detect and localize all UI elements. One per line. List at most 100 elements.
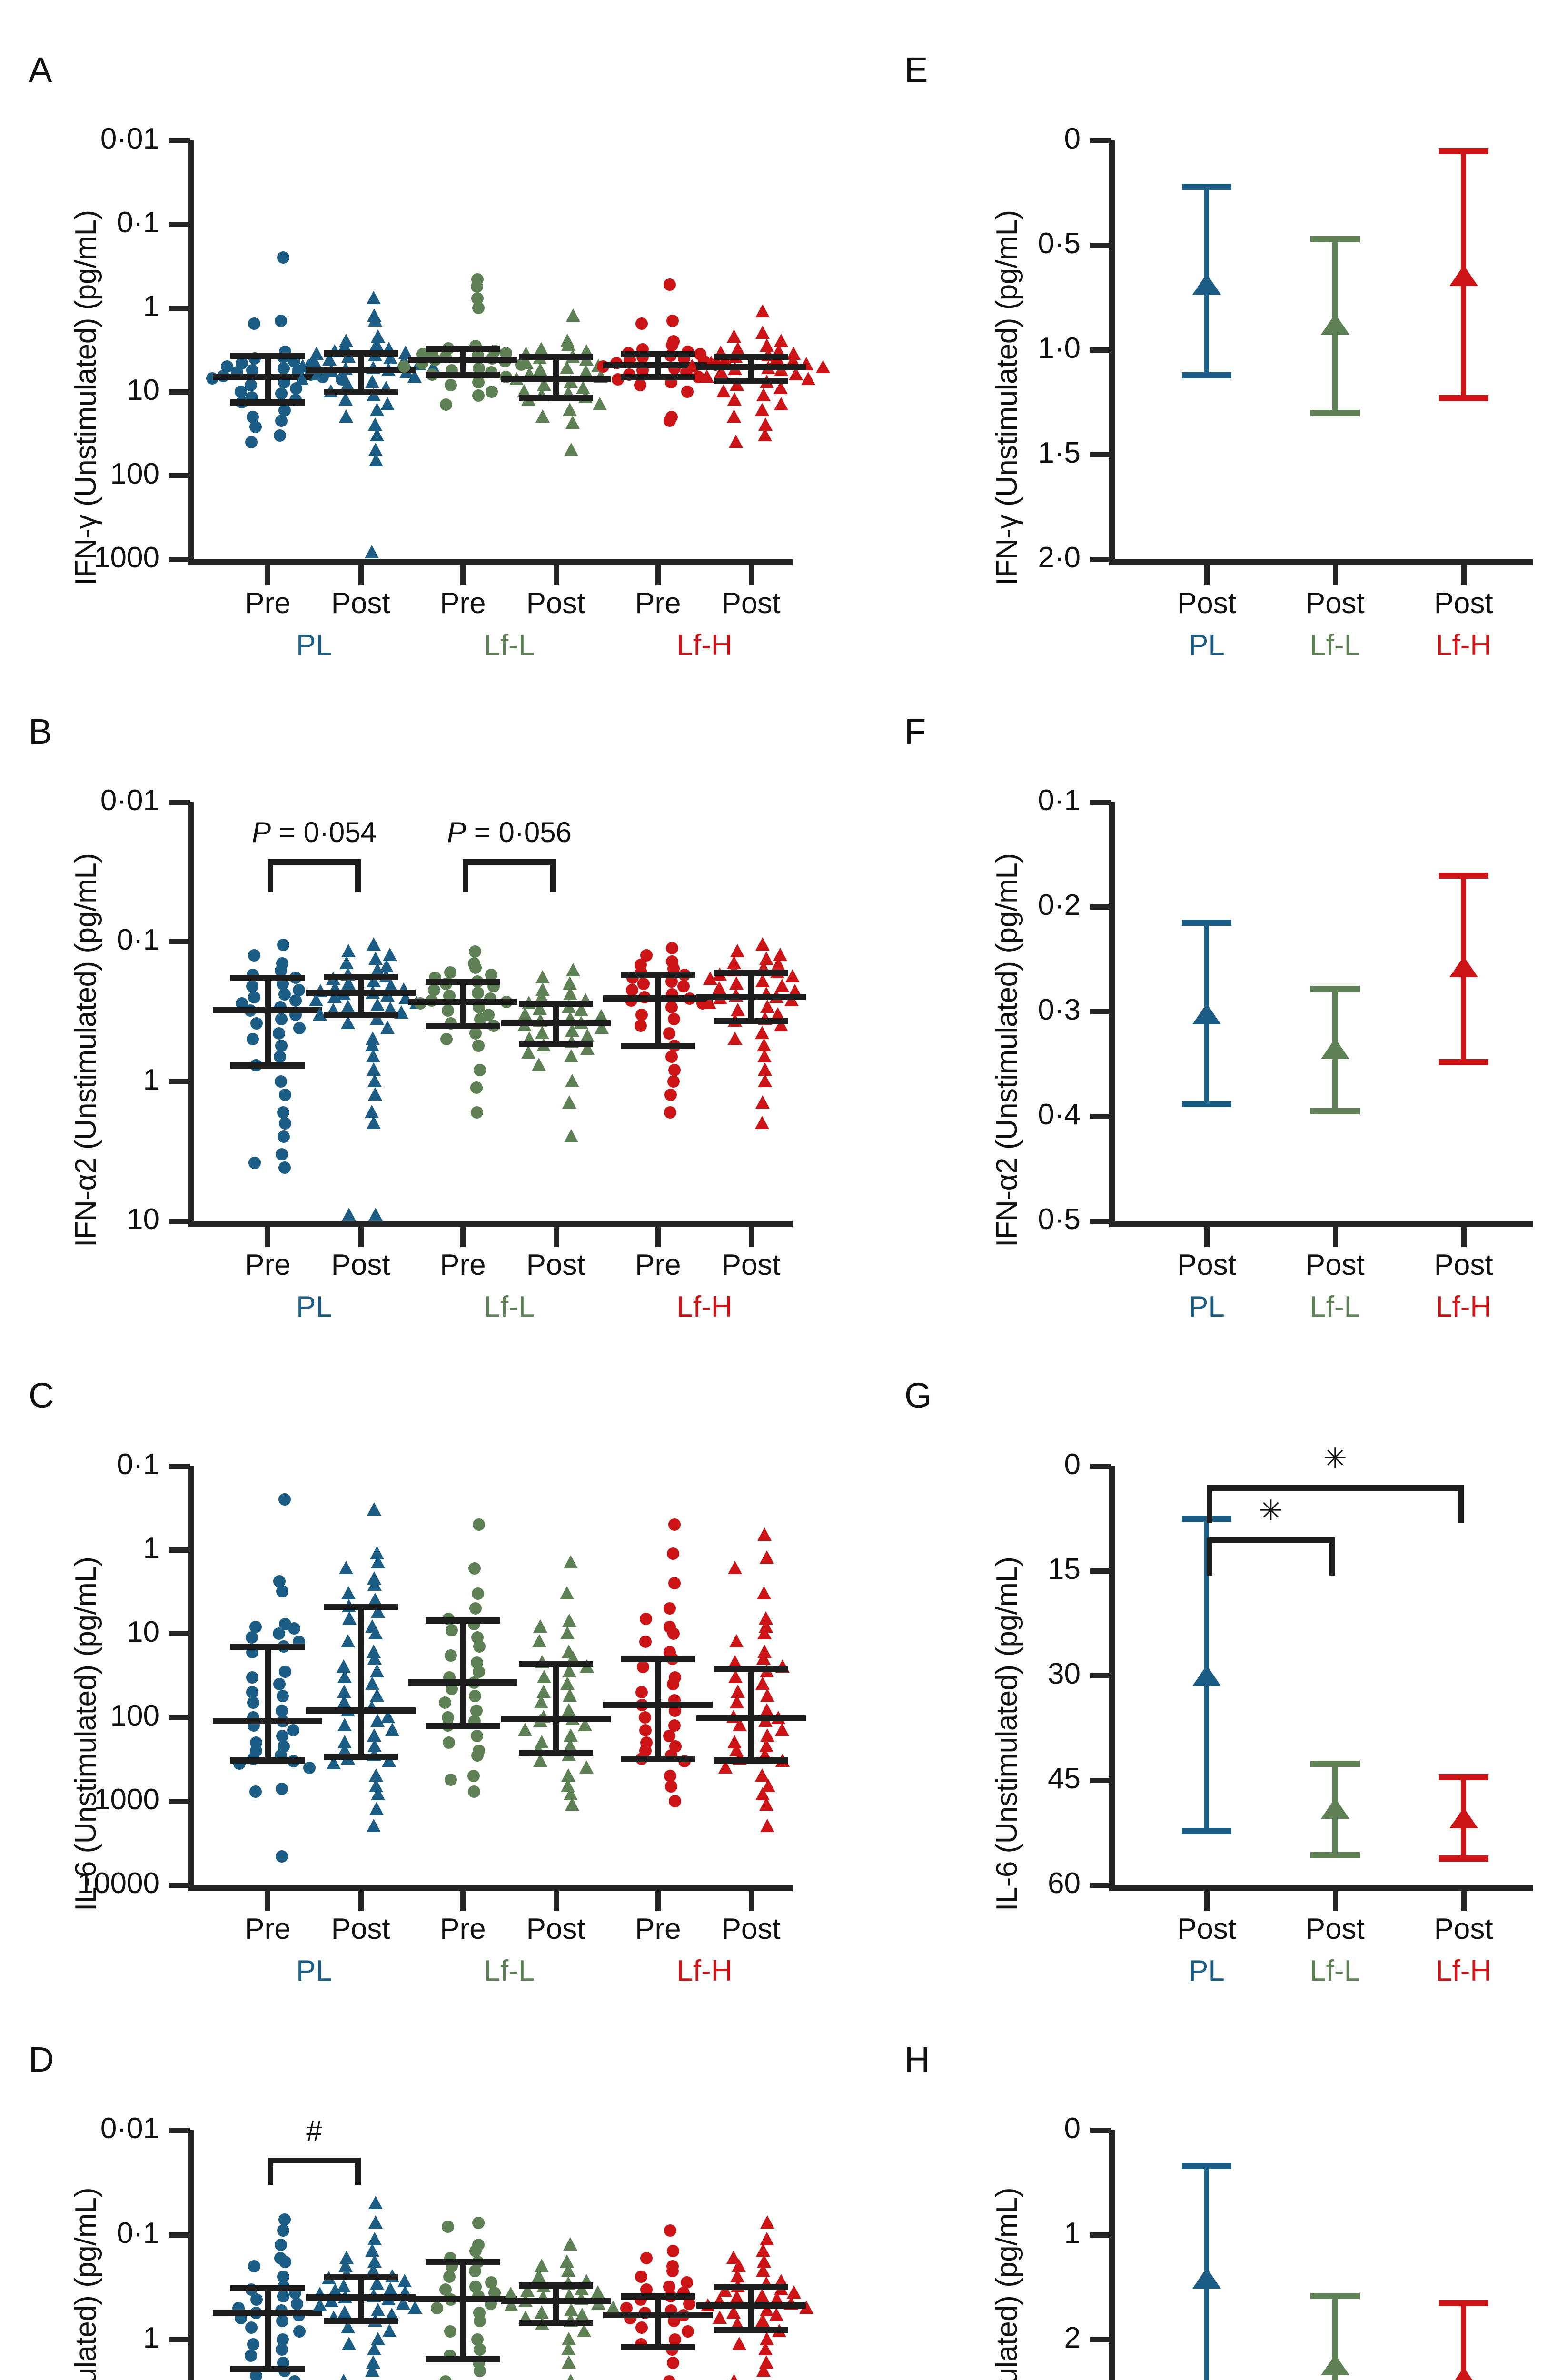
errorbar-lower-cap: [1181, 1101, 1231, 1107]
bracket-right-stem: [355, 2158, 361, 2185]
iqr-upper-cap: [621, 2293, 695, 2300]
data-point-circle: [663, 1027, 675, 1040]
data-point-triangle: [727, 409, 742, 423]
data-point-circle: [635, 1008, 648, 1021]
x-tick: [358, 1891, 364, 1911]
panel-g: G IL-6 (Unstimulated) (pg/mL) 60 45 30 15 0 Pos…: [904, 1378, 1547, 2035]
iqr-lower-cap: [426, 2356, 500, 2363]
y-axis-title: IFN-γ (Unstimulated) (pg/mL): [991, 210, 1023, 585]
significance-label: #: [306, 2115, 322, 2147]
iqr-upper-cap: [714, 1666, 788, 1672]
data-point-triangle: [562, 1095, 576, 1109]
data-point-triangle: [815, 359, 830, 373]
iqr-upper-cap: [518, 354, 593, 360]
y-tick-label: 1: [1064, 2217, 1081, 2250]
data-point-triangle: [562, 1688, 577, 1702]
y-tick: [169, 1715, 190, 1720]
data-point-circle: [666, 2356, 679, 2369]
data-point-triangle: [536, 1670, 551, 1684]
data-point-circle: [278, 1161, 291, 1174]
y-tick-label: 1: [143, 1532, 159, 1565]
group-label-lf-h: Lf-H: [1436, 1954, 1492, 1987]
x-tick: [1204, 1891, 1210, 1911]
y-axis-line: [188, 140, 194, 559]
y-tick: [1090, 800, 1111, 805]
data-point-triangle: [369, 403, 384, 416]
y-tick-label: 1: [143, 290, 159, 323]
y-tick: [169, 1631, 190, 1636]
data-point-circle: [439, 2375, 452, 2380]
iqr-lower-cap: [714, 378, 788, 385]
y-tick: [169, 2337, 190, 2342]
y-tick: [169, 557, 190, 562]
y-tick-label: 0·3: [1038, 993, 1081, 1026]
data-point-triangle: [368, 2215, 383, 2229]
panel-f: F IFN-α2 (Unstimulated) (pg/mL) 0·5 0·4 0·3 0…: [904, 714, 1547, 1371]
y-tick: [169, 2232, 190, 2238]
data-point-triangle: [727, 392, 742, 406]
iqr-upper-cap: [426, 1617, 500, 1624]
panel-letter: A: [29, 50, 52, 89]
y-tick-label: 100: [110, 457, 159, 490]
data-point-triangle: [339, 409, 354, 423]
significance-bracket: [268, 2158, 361, 2185]
group-label-lf-h: Lf-H: [676, 1954, 733, 1987]
data-point-circle: [469, 2265, 482, 2278]
significance-label: P = 0·056: [447, 816, 572, 848]
x-tick-label: Post: [721, 587, 781, 620]
data-point-circle: [635, 317, 648, 330]
panel-letter: H: [904, 2040, 930, 2079]
data-point-triangle: [757, 1049, 772, 1062]
iqr-upper-cap: [230, 353, 305, 359]
errorbar-mean-marker: [1192, 1003, 1221, 1024]
data-point-circle: [278, 2256, 291, 2269]
y-axis-title: IL-6 (Unstimulated) (pg/mL): [991, 1557, 1023, 1911]
data-point-triangle: [366, 937, 381, 951]
data-point-circle: [637, 977, 650, 990]
iqr-line: [265, 978, 271, 1066]
data-point-triangle: [755, 403, 770, 416]
data-point-triangle: [369, 1802, 384, 1815]
y-tick-label: 0·4: [1038, 1098, 1081, 1131]
iqr-lower-cap: [230, 399, 305, 406]
x-tick: [748, 1227, 754, 1247]
iqr-line: [553, 2285, 559, 2323]
bracket-right-stem: [1458, 1485, 1464, 1523]
iqr-lower-cap: [426, 1022, 500, 1029]
data-point-circle: [278, 1493, 291, 1506]
data-point-triangle: [562, 1614, 576, 1627]
data-point-circle: [470, 1705, 483, 1717]
data-point-triangle: [521, 1045, 536, 1059]
iqr-lower-cap: [621, 1042, 695, 1049]
errorbar-upper-cap: [1181, 183, 1231, 190]
x-tick: [1204, 1227, 1210, 1247]
data-point-triangle: [340, 1634, 355, 1648]
x-tick-label: Post: [1177, 587, 1236, 620]
data-point-circle: [245, 2350, 258, 2362]
data-point-circle: [637, 1661, 650, 1674]
bracket-left-stem: [463, 859, 469, 892]
panel-letter: D: [29, 2040, 54, 2079]
significance-bracket: [1206, 1485, 1464, 1523]
data-point-circle: [277, 1690, 289, 1703]
data-point-triangle: [756, 1586, 771, 1600]
iqr-upper-cap: [621, 1656, 695, 1662]
iqr-line: [748, 1668, 754, 1760]
data-point-triangle: [535, 409, 550, 423]
data-point-triangle: [370, 1688, 385, 1702]
data-point-triangle: [367, 1651, 382, 1665]
y-tick: [169, 1799, 190, 1804]
x-tick-label: Post: [1305, 587, 1365, 620]
data-point-triangle: [367, 1115, 381, 1129]
data-point-circle: [249, 1621, 262, 1634]
y-tick: [169, 389, 190, 395]
data-point-triangle: [561, 2342, 576, 2356]
data-point-circle: [275, 1783, 288, 1795]
x-axis-line: [1109, 559, 1533, 565]
data-point-circle: [443, 2270, 456, 2283]
iqr-lower-cap: [426, 372, 500, 378]
data-point-triangle: [755, 1115, 770, 1129]
y-tick-label: 0·1: [117, 923, 159, 957]
data-point-circle: [278, 404, 291, 417]
data-point-circle: [276, 2343, 288, 2356]
